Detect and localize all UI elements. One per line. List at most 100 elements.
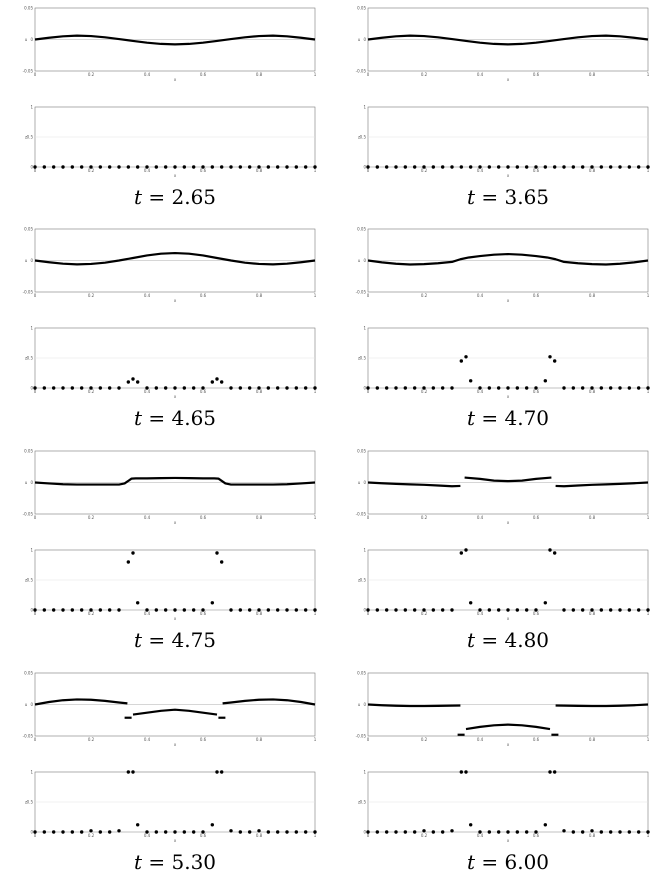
panel-1-top-ylabel: u — [25, 37, 28, 42]
panel-1-z-point — [238, 165, 243, 169]
panel-8-z-point — [384, 830, 389, 834]
panel-5-top-xtick-label: 0.6 — [200, 515, 207, 520]
panel-8-bottom-xtick-label: 0 — [367, 833, 370, 838]
panel-6-z-point — [375, 608, 380, 612]
panel-3-z-point — [126, 380, 131, 384]
panel-5-top-xtick-label: 0.8 — [256, 515, 263, 520]
panel-6-z-point — [599, 608, 604, 612]
panel-7-bottom-ytick-label: 0.5 — [27, 800, 34, 805]
panel-4-time-caption: t = 4.70 — [467, 406, 549, 430]
panel-6-z-point — [524, 608, 529, 612]
panel-8-time-equals: = — [475, 850, 504, 874]
panel-3-z-point — [163, 386, 168, 390]
panel-2-top-ytick-label: 0 — [363, 37, 366, 42]
panel-5-z-point — [182, 608, 187, 612]
panel-2-z-point — [515, 165, 520, 169]
panel-7-z-point — [191, 830, 196, 834]
panel-8-top-xtick-label: 0.8 — [589, 737, 596, 742]
panel-7-time-caption: t = 5.30 — [134, 850, 216, 874]
panel-8-top-ytick-label: 0.05 — [357, 671, 366, 676]
panel-6-u-series-segment — [464, 476, 552, 483]
panel-1-z-point — [154, 165, 159, 169]
panel-8-bottom-xtick-label: 0.2 — [421, 833, 428, 838]
panel-4-bottom-ylabel: z — [358, 356, 360, 361]
panel-3-z-point — [135, 380, 140, 384]
panel-6-z-point — [487, 608, 492, 612]
panel-5-z-point — [210, 601, 215, 605]
panel-4-z-point — [440, 386, 445, 390]
panel-6-time-caption: t = 4.80 — [467, 628, 549, 652]
panel-5-z-point — [126, 560, 131, 564]
panel-6-z-point — [450, 608, 454, 612]
panel-2-z-point — [590, 165, 594, 169]
panel-2-top-plot: 0.050-0.050 0.2 0.4 0.6 0.8 1ux — [356, 6, 650, 83]
panel-6-z-point — [412, 608, 417, 612]
panel-6-z-point — [394, 608, 398, 612]
panel-4-z-point — [464, 355, 468, 359]
panel-2-top-xtick-label: 0 — [367, 72, 370, 77]
panel-7-z-point — [313, 830, 317, 834]
panel-2-z-point — [496, 165, 501, 169]
panel-4-top-xtick-label: 0.6 — [533, 293, 540, 298]
panel-2-bottom-ytick-label: 1 — [363, 105, 366, 110]
panel-4-bottom-ytick-label: 0 — [363, 386, 366, 391]
panel-8-z-point — [468, 823, 473, 827]
panel-6-top-plot: 0.050-0.050 0.2 0.4 0.6 0.8 1ux — [356, 449, 650, 526]
panel-5-z-point — [285, 608, 289, 612]
panel-7-z-point — [294, 830, 299, 834]
panel-2-time-caption: t = 3.65 — [467, 185, 549, 209]
panel-2-bottom-xtick-label: 0.8 — [589, 168, 596, 173]
panel-7-z-point — [145, 830, 149, 834]
panel-8-z-point — [515, 830, 520, 834]
panel-1-time-caption: t = 2.65 — [134, 185, 216, 209]
panel-6-z-point — [384, 608, 389, 612]
panel-3-z-point — [285, 386, 289, 390]
panel-1-z-point — [135, 165, 140, 169]
panel-5-z-point — [215, 551, 219, 555]
panel-8-z-point — [440, 830, 445, 834]
panel-6-top-xtick-label: 0.6 — [533, 515, 540, 520]
panel-1-bottom-xtick-label: 0.8 — [256, 168, 263, 173]
panel-6-z-point — [440, 608, 445, 612]
panel-5-z-point — [238, 608, 243, 612]
panel-4-z-point — [608, 386, 613, 390]
panel-6-u-series-segment — [555, 481, 649, 488]
panel-5-top-xlabel: x — [174, 520, 177, 525]
panel-6-bottom-xtick-label: 1 — [647, 611, 650, 616]
panel-6-bottom-xtick-label: 0.2 — [421, 611, 428, 616]
panel-2-z-point — [366, 165, 370, 169]
panel-8-top-xtick-label: 0.2 — [421, 737, 428, 742]
panel-8-bottom-xtick-label: 1 — [647, 833, 650, 838]
panel-4-u-series-segment — [367, 252, 649, 266]
panel-5-z-point — [294, 608, 299, 612]
panel-3-z-point — [275, 386, 280, 390]
panel-7-top-ytick-label: 0 — [30, 702, 33, 707]
panel-3-z-point — [154, 386, 159, 390]
panel-1-top-xtick-label: 0.6 — [200, 72, 207, 77]
panel-1-bottom-xtick-label: 0.4 — [144, 168, 151, 173]
panel-8-z-point — [403, 830, 408, 834]
panel-6-z-point — [646, 608, 650, 612]
panel-4-z-point — [496, 386, 501, 390]
panel-8-z-point — [636, 830, 641, 834]
panel-2-z-point — [524, 165, 529, 169]
panel-6-z-point — [580, 608, 585, 612]
panel-4-z-point — [412, 386, 417, 390]
panel-1-top-xtick-label: 0.2 — [88, 72, 95, 77]
panel-1-z-point — [191, 165, 196, 169]
panel-5-z-point — [145, 608, 149, 612]
panel-3-z-point — [182, 386, 187, 390]
panel-7-z-point — [247, 830, 252, 834]
panel-7-top-xlabel: x — [174, 742, 177, 747]
panel-3-z-point — [210, 380, 215, 384]
panel-2-z-point — [571, 165, 576, 169]
panel-3-top-ytick-label: 0.05 — [24, 227, 33, 232]
panel-6-z-point — [366, 608, 370, 612]
panel-6-bottom-xlabel: x — [507, 616, 510, 621]
panel-2-z-point — [608, 165, 613, 169]
panel-4-top-xtick-label: 0.4 — [477, 293, 484, 298]
panel-7-top-xtick-label: 0.4 — [144, 737, 151, 742]
